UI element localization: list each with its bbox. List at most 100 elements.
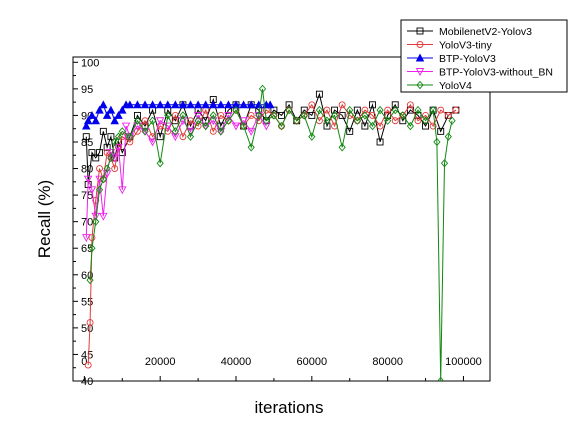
data-point [118, 186, 127, 195]
data-point [84, 361, 92, 369]
data-point [262, 122, 271, 131]
data-point [231, 122, 241, 131]
data-point [300, 111, 308, 120]
data-point [156, 159, 164, 168]
data-point [255, 111, 263, 120]
y-tick-label: 40 [81, 376, 93, 388]
data-point [179, 133, 187, 141]
y-tick-label: 55 [81, 296, 93, 308]
data-point [82, 133, 90, 141]
data-point [429, 105, 437, 115]
data-point [323, 116, 331, 125]
legend-label: YoloV4 [439, 80, 472, 92]
data-point [107, 153, 115, 163]
series-btp-yolov3 [82, 100, 275, 130]
data-point [163, 100, 173, 109]
data-point [82, 234, 91, 243]
series-line [89, 88, 453, 381]
data-point [323, 106, 331, 114]
data-point [110, 116, 119, 125]
data-point [406, 101, 414, 109]
data-point [270, 106, 278, 114]
legend-label: MobilenetV2-Yolov3 [439, 26, 532, 38]
data-point [156, 133, 164, 141]
data-point [201, 100, 210, 109]
data-point [239, 121, 248, 131]
data-point [149, 116, 157, 125]
data-point [448, 116, 456, 125]
data-point [186, 100, 195, 109]
data-point [399, 111, 407, 120]
data-point [414, 117, 422, 125]
data-point [126, 132, 134, 141]
legend-item: YoloV3-tiny [407, 40, 492, 52]
data-point [164, 111, 172, 120]
data-point [384, 116, 392, 125]
data-point [315, 105, 324, 115]
data-point [126, 138, 134, 146]
data-point [414, 105, 422, 115]
legend-label: BTP-YoloV3-without_BN [439, 67, 553, 79]
data-point [361, 122, 369, 130]
data-point [179, 111, 187, 120]
data-point [95, 105, 104, 114]
data-point [369, 101, 376, 109]
y-tick-label: 45 [81, 349, 93, 361]
y-tick-label: 90 [81, 110, 93, 122]
data-point [133, 122, 142, 131]
data-point [391, 105, 399, 115]
data-point [444, 132, 452, 141]
data-point [429, 122, 437, 130]
data-point [133, 127, 141, 135]
data-point [91, 212, 100, 221]
data-point [376, 122, 384, 130]
data-point [99, 212, 108, 221]
data-point [444, 111, 452, 119]
data-point [133, 116, 142, 125]
data-point [209, 100, 218, 109]
x-axis-title: iterations [255, 398, 324, 417]
x-tick-label: 40000 [221, 356, 252, 368]
data-point [155, 117, 165, 126]
data-point [140, 100, 150, 109]
legend-item: BTP-YoloV3-without_BN [407, 67, 553, 79]
data-point [133, 100, 142, 109]
data-point [239, 100, 248, 109]
data-point [323, 122, 331, 130]
data-point [99, 127, 107, 135]
data-point [82, 121, 91, 130]
data-point [95, 175, 104, 184]
data-point [99, 174, 107, 184]
data-point [384, 106, 392, 114]
data-point [376, 105, 384, 115]
data-point [246, 127, 256, 136]
data-point [422, 111, 430, 119]
data-point [338, 101, 346, 109]
data-point [300, 106, 308, 114]
data-point [114, 110, 123, 119]
x-tick-label: 60000 [297, 356, 328, 368]
data-point [415, 53, 425, 62]
data-point [416, 41, 424, 48]
data-point [369, 111, 376, 119]
data-point [270, 111, 278, 120]
data-point [193, 111, 203, 120]
data-point [86, 275, 94, 285]
data-point [83, 116, 93, 125]
data-point [95, 185, 104, 194]
data-point [308, 111, 316, 119]
data-point [224, 100, 233, 109]
y-axis-title: Recall (%) [35, 180, 54, 258]
y-tick-label: 100 [81, 57, 99, 69]
data-point [102, 110, 112, 119]
data-point [193, 100, 203, 109]
data-point [88, 244, 96, 253]
data-point [308, 101, 316, 109]
data-point [141, 117, 149, 125]
data-point [346, 127, 354, 135]
data-point [171, 111, 179, 119]
legend-item: MobilenetV2-Yolov3 [407, 26, 532, 38]
data-point [353, 116, 361, 125]
